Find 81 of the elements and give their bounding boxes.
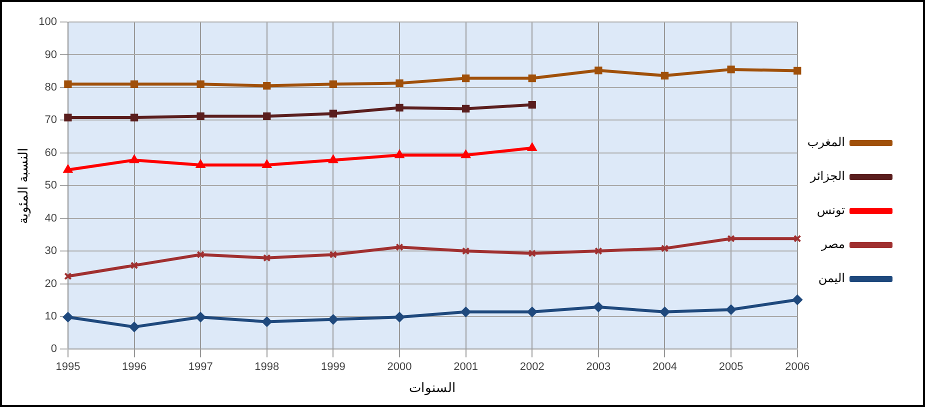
point <box>263 82 271 90</box>
x-tick-label: 2005 <box>718 360 744 373</box>
point <box>528 74 536 82</box>
x-tick-label: 1998 <box>254 360 280 373</box>
point <box>727 66 735 74</box>
x-tick-label: 1995 <box>56 360 80 373</box>
point <box>328 314 338 324</box>
point <box>396 243 404 251</box>
legend-label: اليمن <box>818 271 845 286</box>
legend-label: تونس <box>816 203 845 218</box>
point <box>62 312 73 322</box>
y-tick-label: 80 <box>44 81 57 94</box>
y-tick-label: 50 <box>44 180 57 192</box>
x-tick-label: 2003 <box>586 360 611 373</box>
point <box>460 306 471 317</box>
point <box>262 316 272 327</box>
x-tick-label: 2001 <box>454 360 478 373</box>
x-axis-title: السنوات <box>409 380 456 396</box>
y-tick-label: 30 <box>44 245 57 258</box>
y-axis-title: النسبة المئوية <box>15 147 32 224</box>
point <box>263 112 271 120</box>
point <box>130 114 138 122</box>
point <box>328 155 338 164</box>
point <box>263 254 271 262</box>
y-tick-label: 60 <box>44 146 57 159</box>
x-tick-label: 2000 <box>387 360 412 373</box>
point <box>196 112 204 120</box>
point <box>64 80 72 88</box>
x-tick-label: 1999 <box>320 360 346 373</box>
y-tick-label: 70 <box>44 114 57 126</box>
point <box>528 142 537 151</box>
point <box>130 262 138 270</box>
point <box>394 312 405 322</box>
point <box>64 114 72 122</box>
point <box>660 72 669 80</box>
point <box>660 244 669 252</box>
point <box>63 164 72 173</box>
y-tick-label: 90 <box>44 48 57 61</box>
point <box>196 80 204 88</box>
x-tick-label: 1997 <box>188 360 213 373</box>
point <box>462 247 470 255</box>
point <box>395 150 404 158</box>
point <box>329 110 338 118</box>
point <box>129 322 140 332</box>
point <box>527 306 538 317</box>
point <box>396 79 404 88</box>
point <box>727 234 735 242</box>
legend-label: مصر <box>820 237 845 252</box>
point <box>792 294 802 305</box>
x-tick-label: 2004 <box>652 360 677 373</box>
point <box>594 247 602 255</box>
point <box>196 160 206 168</box>
point <box>594 66 602 74</box>
legend-label: الجزائر <box>809 169 845 184</box>
x-tick-label: 1996 <box>122 360 147 373</box>
point <box>660 306 670 317</box>
point <box>130 155 139 164</box>
point <box>726 304 736 315</box>
legend-label: المغرب <box>807 135 845 150</box>
point <box>329 250 338 258</box>
point <box>794 66 802 75</box>
x-tick-label: 2006 <box>785 360 810 373</box>
point <box>528 250 536 258</box>
point <box>396 104 404 112</box>
point <box>196 250 204 258</box>
point <box>64 272 72 280</box>
point <box>196 312 206 322</box>
point <box>262 160 272 168</box>
point <box>461 150 470 158</box>
point <box>462 74 470 82</box>
x-tick-label: 2002 <box>520 360 544 373</box>
y-tick-label: 100 <box>38 16 57 28</box>
point <box>130 80 138 88</box>
y-tick-label: 40 <box>44 212 57 224</box>
point <box>593 302 604 312</box>
point <box>528 100 536 109</box>
y-tick-label: 0 <box>50 343 57 356</box>
point <box>462 104 470 113</box>
point <box>329 80 338 88</box>
y-tick-label: 10 <box>44 310 57 323</box>
y-tick-label: 20 <box>44 278 57 290</box>
